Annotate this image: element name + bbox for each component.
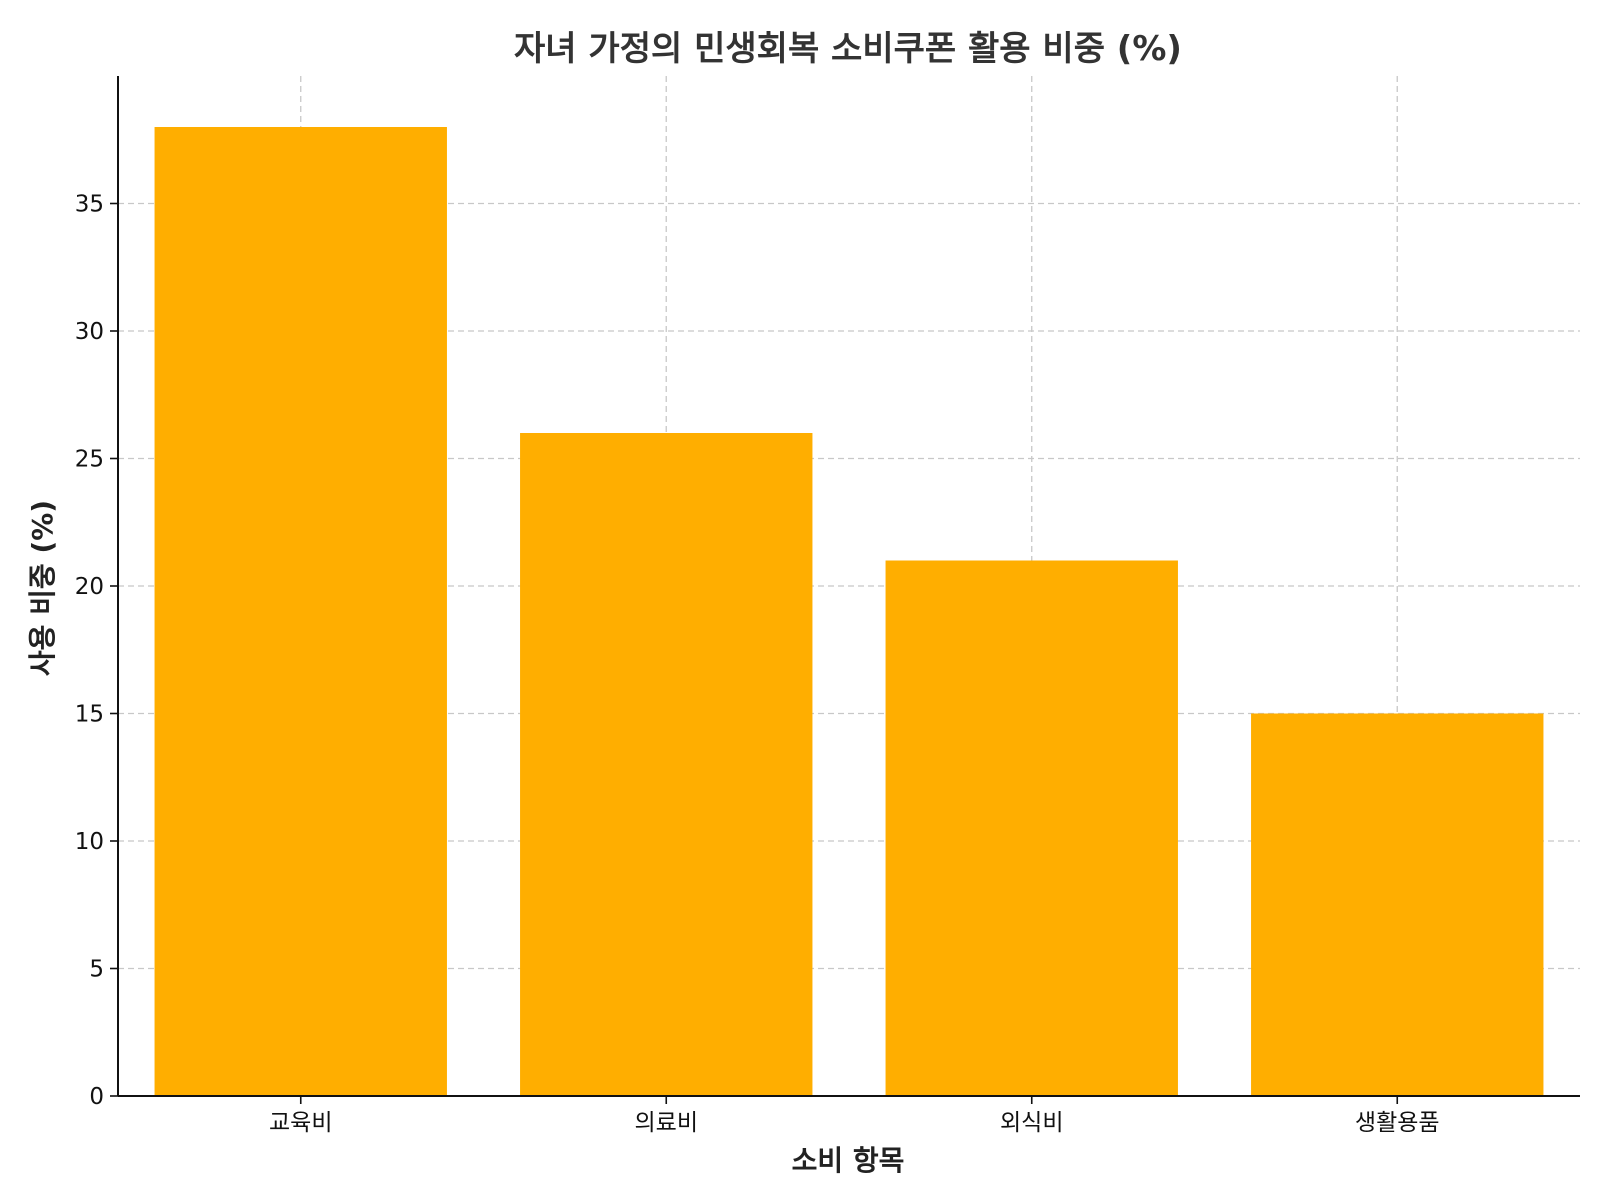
x-tick-label: 생활용품 bbox=[1355, 1110, 1440, 1136]
tick-labels: 0 5 10 15 20 25 30 35 교육비 의료비 외식비 생활용품 bbox=[75, 192, 1440, 1137]
bar bbox=[520, 433, 813, 1096]
y-tick-label: 35 bbox=[75, 192, 104, 218]
y-axis-label: 사용 비중 (%) bbox=[26, 500, 59, 676]
x-tick-label: 의료비 bbox=[635, 1110, 698, 1136]
bar bbox=[885, 560, 1178, 1096]
x-tick-label: 교육비 bbox=[269, 1110, 332, 1136]
y-tick-label: 20 bbox=[75, 574, 104, 600]
bars bbox=[154, 127, 1544, 1096]
x-tick-label: 외식비 bbox=[1000, 1110, 1063, 1136]
chart-title: 자녀 가정의 민생회복 소비쿠폰 활용 비중 (%) bbox=[514, 29, 1182, 69]
y-tick-label: 5 bbox=[89, 957, 104, 983]
y-tick-label: 25 bbox=[75, 447, 104, 473]
y-tick-label: 0 bbox=[89, 1084, 104, 1110]
bar bbox=[154, 127, 447, 1096]
bar bbox=[1251, 713, 1544, 1096]
y-tick-label: 15 bbox=[75, 702, 104, 728]
y-tick-label: 10 bbox=[75, 829, 104, 855]
y-tick-label: 30 bbox=[75, 319, 104, 345]
x-axis-label: 소비 항목 bbox=[792, 1144, 905, 1177]
